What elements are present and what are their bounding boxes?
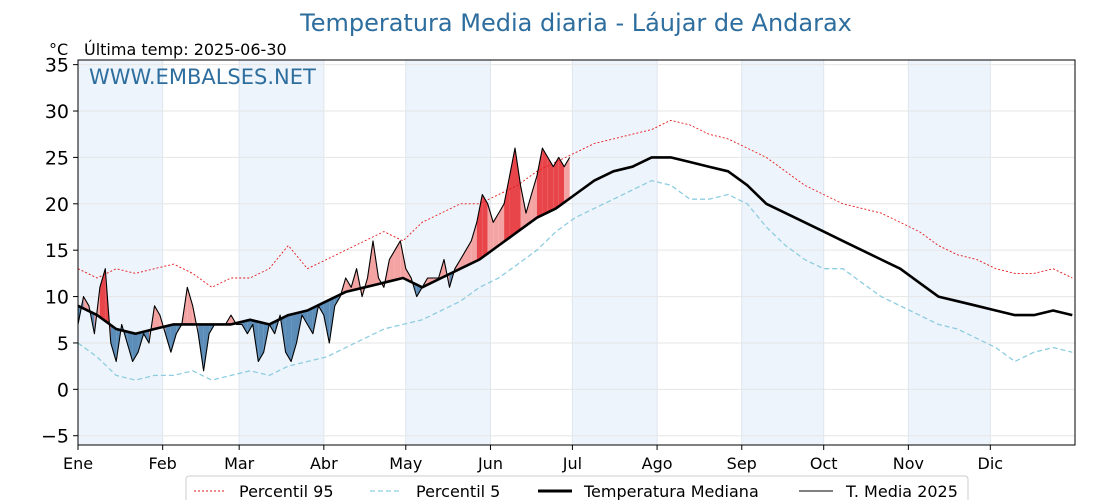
y-tick-label: −5	[41, 426, 69, 448]
anomaly-segment	[520, 185, 526, 230]
anomaly-segment	[471, 222, 477, 264]
series-lines	[77, 119, 1073, 381]
anomaly-segment	[291, 313, 297, 362]
anomaly-segment	[476, 194, 483, 261]
series-line-current	[77, 147, 571, 372]
anomaly-segment	[285, 314, 292, 362]
y-tick-label: 35	[45, 55, 69, 77]
month-band	[908, 60, 991, 445]
anomaly-segment	[465, 240, 472, 267]
anomaly-segment	[83, 296, 89, 312]
anomaly-segment	[515, 148, 521, 234]
y-tick-label: 15	[45, 240, 69, 262]
x-axis-ticks: Ene Feb Mar Abr May Jun Jul Ago Sep Oct Nov Dic	[63, 445, 1003, 473]
x-tick-label: Dic	[978, 454, 1004, 473]
x-tick-label: Feb	[149, 454, 177, 473]
legend-label-p5: Percentil 5	[416, 482, 500, 500]
x-tick-label: Nov	[893, 454, 924, 473]
anomaly-segment	[302, 310, 308, 325]
month-band	[239, 60, 324, 445]
anomaly-segment	[394, 240, 401, 280]
anomaly-segment	[536, 148, 543, 218]
legend: Percentil 95 Percentil 5 Temperatura Med…	[185, 475, 969, 500]
y-tick-label: 25	[45, 147, 69, 169]
anomaly-segment	[487, 203, 494, 254]
anomaly-segment	[531, 176, 537, 222]
anomaly-segment	[504, 176, 510, 242]
anomaly-segment	[498, 203, 505, 246]
legend-label-median: Temperatura Mediana	[583, 482, 759, 500]
month-band	[78, 60, 163, 445]
anomaly-segment	[547, 157, 554, 213]
last-temp-label: Última temp: 2025-06-30	[84, 40, 287, 59]
legend-box	[185, 475, 969, 500]
x-tick-label: Mar	[224, 454, 255, 473]
y-tick-label: 0	[57, 379, 69, 401]
anomaly-segment	[110, 325, 117, 362]
anomaly-segment	[558, 157, 565, 207]
legend-label-current: T. Media 2025	[845, 482, 958, 500]
y-tick-label: 20	[45, 194, 69, 216]
anomaly-segment	[553, 157, 559, 210]
watermark: WWW.EMBALSES.NET	[89, 65, 316, 89]
anomaly-segment	[187, 287, 193, 325]
anomaly-segment	[482, 194, 488, 258]
legend-label-p95: Percentil 95	[239, 482, 334, 500]
anomaly-segment	[170, 324, 177, 353]
x-tick-label: Oct	[810, 454, 838, 473]
unit-label: °C	[49, 40, 68, 59]
x-tick-label: Ago	[642, 454, 673, 473]
plot-frame	[77, 59, 1076, 446]
anomaly-segment	[307, 307, 313, 334]
month-bands	[78, 60, 991, 445]
anomaly-segment	[526, 194, 532, 226]
anomaly-segment	[258, 321, 264, 362]
anomaly-segment	[460, 250, 466, 269]
x-tick-label: Jul	[562, 454, 582, 473]
chart-title: Temperatura Media diaria - Láujar de And…	[299, 9, 852, 37]
anomaly-segment	[345, 278, 352, 292]
series-line-p95	[77, 119, 1073, 288]
anomaly-segment	[542, 148, 548, 216]
x-tick-label: Abr	[310, 454, 338, 473]
anomaly-segment	[564, 157, 570, 203]
month-band	[741, 60, 824, 445]
x-tick-label: Jun	[477, 454, 503, 473]
anomaly-segment	[127, 331, 133, 362]
anomaly-segment	[493, 213, 499, 250]
x-tick-label: Sep	[727, 454, 757, 473]
y-tick-label: 10	[45, 287, 69, 309]
anomaly-segment	[154, 305, 160, 329]
month-band	[572, 60, 658, 445]
y-axis-ticks: −5 0 5 10 15 20 25 30 35	[41, 55, 78, 448]
y-tick-label: 5	[57, 333, 69, 355]
anomaly-segment	[165, 325, 171, 353]
anomaly-segment	[323, 299, 330, 343]
anomaly-segment	[99, 268, 106, 322]
series-line-median	[77, 156, 1073, 335]
x-tick-label: May	[389, 454, 422, 473]
y-tick-label: 30	[45, 101, 69, 123]
anomaly-segment	[274, 315, 281, 334]
x-tick-label: Ene	[63, 454, 93, 473]
